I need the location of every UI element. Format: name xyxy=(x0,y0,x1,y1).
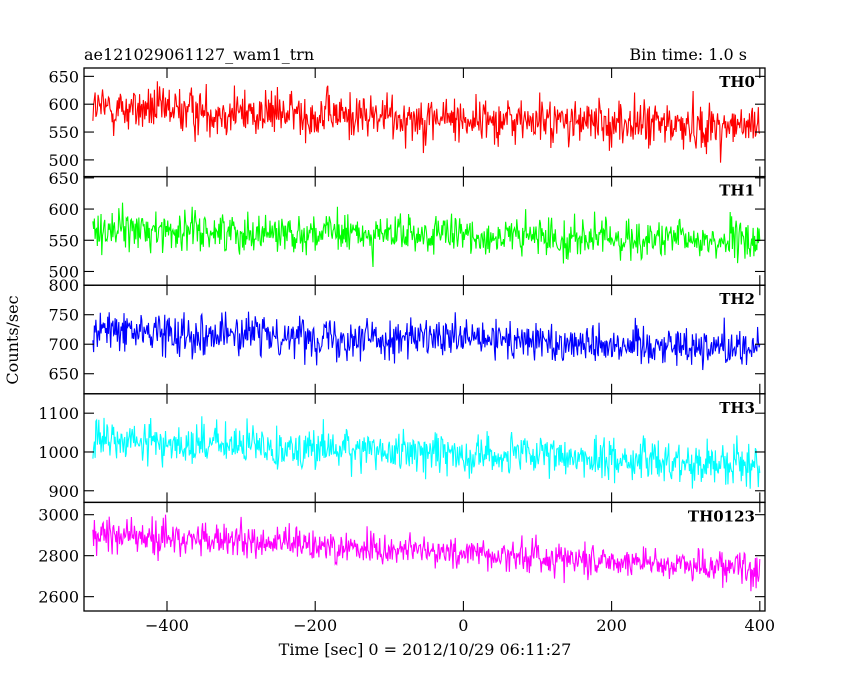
y-tick-label: 650 xyxy=(48,67,79,86)
panel-label: TH0123 xyxy=(688,507,755,525)
x-tick-label: 400 xyxy=(745,616,776,635)
y-tick-label: 2600 xyxy=(38,588,79,607)
y-tick-label: 650 xyxy=(48,365,79,384)
y-tick-label: 550 xyxy=(48,231,79,250)
x-axis-label: Time [sec] 0 = 2012/10/29 06:11:27 xyxy=(279,640,572,659)
x-tick-label: −400 xyxy=(145,616,189,635)
label-layer: 500 550 600 650 TH0 500 550 600 650 TH1 650 700 750 8… xyxy=(38,67,775,635)
bin-time-label: Bin time: 1.0 s xyxy=(629,45,747,64)
panel-label: TH0 xyxy=(719,73,755,91)
x-tick-label: 0 xyxy=(458,616,468,635)
y-tick-label: 1000 xyxy=(38,443,79,462)
series-th0-curve xyxy=(92,81,761,163)
y-tick-label: 550 xyxy=(48,123,79,142)
y-tick-label: 800 xyxy=(48,276,79,295)
series-th1-curve xyxy=(92,202,761,268)
panel-frame-th0123 xyxy=(83,501,766,612)
y-tick-label: 600 xyxy=(48,200,79,219)
y-tick-label: 650 xyxy=(48,169,79,188)
y-tick-label: 900 xyxy=(48,482,79,501)
y-tick-label: 750 xyxy=(48,306,79,325)
x-tick-label: −200 xyxy=(293,616,337,635)
panel-label: TH1 xyxy=(719,182,755,200)
curve-layer xyxy=(92,81,761,592)
y-tick-label: 500 xyxy=(48,151,79,170)
y-tick-label: 3000 xyxy=(38,506,79,525)
y-tick-label: 1100 xyxy=(38,404,79,423)
panel-label: TH2 xyxy=(719,290,755,308)
y-tick-label: 600 xyxy=(48,95,79,114)
frame-layer xyxy=(83,67,766,612)
panel-label: TH3 xyxy=(719,399,755,417)
series-th3-curve xyxy=(92,416,761,489)
x-tick-label: 200 xyxy=(596,616,627,635)
y-tick-label: 2800 xyxy=(38,547,79,566)
chart-title: ae121029061127_wam1_trn xyxy=(84,45,314,64)
y-tick-label: 700 xyxy=(48,335,79,354)
y-axis-label: Counts/sec xyxy=(3,295,22,384)
y-tick-label: 500 xyxy=(48,262,79,281)
series-th0123-curve xyxy=(92,514,761,592)
series-th2-curve xyxy=(92,311,761,371)
